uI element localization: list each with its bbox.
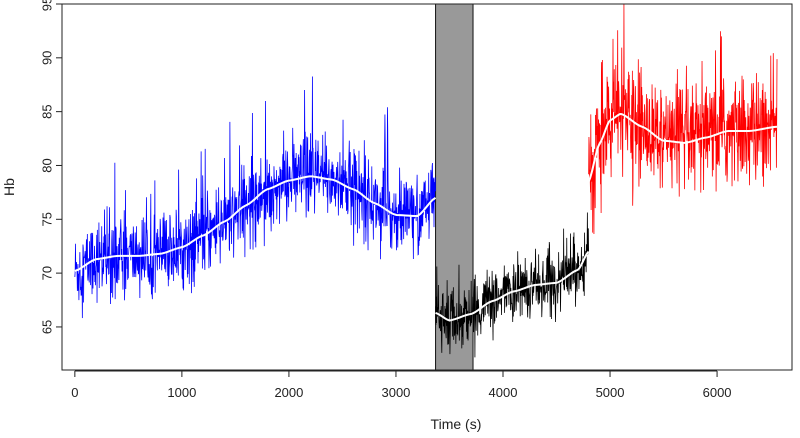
x-tick-label: 4000 (489, 385, 518, 400)
y-tick-label: 80 (39, 158, 54, 172)
y-tick-label: 65 (39, 320, 54, 334)
x-tick-label: 3000 (381, 385, 410, 400)
plot-area (74, 4, 778, 370)
x-tick-label: 5000 (596, 385, 625, 400)
y-tick-label: 75 (39, 212, 54, 226)
y-tick-label: 95 (39, 0, 54, 11)
x-tick-label: 0 (71, 385, 78, 400)
y-tick-label: 90 (39, 51, 54, 65)
x-tick-label: 1000 (167, 385, 196, 400)
trend-line-1 (74, 175, 437, 272)
y-tick-label: 85 (39, 104, 54, 118)
y-tick-label: 70 (39, 266, 54, 280)
trend-line-2 (435, 250, 590, 322)
x-tick-label: 2000 (274, 385, 303, 400)
signal-series-1 (74, 76, 436, 319)
x-axis: 0 1000 2000 3000 4000 5000 6000 (71, 370, 732, 400)
y-axis-title: Hb (1, 178, 17, 196)
x-axis-title: Time (s) (431, 416, 482, 432)
signal-series-2 (435, 212, 590, 358)
trend-line-3 (587, 113, 778, 182)
y-axis: 65 70 75 80 85 90 95 (39, 0, 63, 334)
x-tick-label: 6000 (703, 385, 732, 400)
